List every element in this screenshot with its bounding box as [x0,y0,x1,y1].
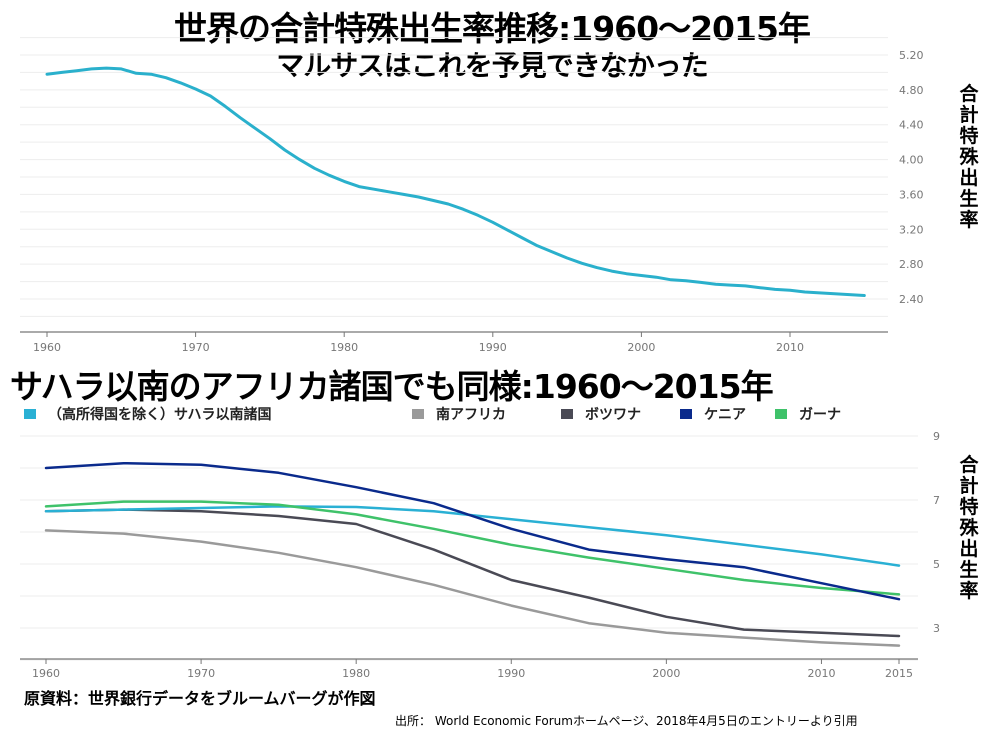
y-axis-title-char: 率 [959,580,979,602]
y-axis-title-char: 合 [959,83,979,105]
legend-swatch-icon [775,409,787,419]
x-tick-label: 2010 [807,667,835,680]
series-line-world [45,66,866,297]
legend-item-ssa: （高所得国を除く）サハラ以南諸国 [24,404,271,424]
chart-title: 世界の合計特殊出生率推移:1960～2015年 [174,9,811,48]
legend-item-ghana: ガーナ [775,404,841,424]
x-tick-label: 1990 [479,341,507,354]
x-tick-label: 1990 [497,667,525,680]
legend-swatch-icon [412,409,424,419]
section-title: サハラ以南のアフリカ諸国でも同様:1960～2015年 [10,367,774,406]
y-axis-title-char: 計 [959,475,979,497]
y-axis-title-char: 殊 [959,517,979,539]
legend-item-botswana: ボツワナ [561,404,641,424]
legend-label: 南アフリカ [436,407,506,423]
y-tick-label: 5.20 [899,49,924,62]
series-line-botswana [44,508,901,638]
y-axis-title-char: 特 [959,125,979,147]
y-axis-title-char: 殊 [959,146,979,168]
legend: （高所得国を除く）サハラ以南諸国 南アフリカ ボツワナ ケニア ガーナ [24,404,904,426]
y-tick-label: 5 [933,558,940,571]
legend-label: ケニア [704,407,746,423]
y-tick-label: 4.80 [899,84,924,97]
y-axis-title-char: 生 [959,559,979,581]
citation: 出所： World Economic Forumホームページ、2018年4月5日… [395,714,858,728]
series-line-kenya [44,461,901,601]
x-tick-label: 2015 [885,667,913,680]
x-tick-label: 1960 [33,341,61,354]
y-tick-label: 4.40 [899,119,924,132]
legend-label: （高所得国を除く）サハラ以南諸国 [48,407,272,423]
y-tick-label: 2.80 [899,258,924,271]
y-tick-label: 3.20 [899,223,924,236]
y-axis-title-char: 出 [959,538,979,560]
y-tick-label: 7 [933,494,940,507]
y-tick-label: 9 [933,430,940,443]
y-axis-title-char: 率 [959,209,979,231]
series-line-south-africa [44,529,901,647]
x-tick-label: 2000 [652,667,680,680]
world-fertility-chart: 1960 1970 1980 1990 2000 2010 5.20 4.80 4.40 4.00… [20,37,924,354]
y-axis-title: 合計特殊出生率 [958,455,980,602]
y-axis-title-char: 特 [959,496,979,518]
legend-label: ボツワナ [585,407,641,423]
legend-swatch-icon [561,409,573,419]
legend-item-kenya: ケニア [680,404,746,424]
y-tick-label: 3.60 [899,188,924,201]
y-axis-title: 合計特殊出生率 [958,84,980,231]
x-tick-label: 1970 [182,341,210,354]
y-tick-label: 3 [933,622,940,635]
legend-swatch-icon [24,409,36,419]
x-tick-label: 2000 [627,341,655,354]
y-axis-title-char: 計 [959,104,979,126]
y-axis-title-char: 生 [959,188,979,210]
y-axis-title-char: 合 [959,454,979,476]
x-tick-label: 1970 [187,667,215,680]
y-tick-label: 4.00 [899,154,924,167]
y-axis-title-char: 出 [959,167,979,189]
legend-item-south-africa: 南アフリカ [412,404,506,424]
legend-label: ガーナ [799,407,841,423]
y-tick-label: 2.40 [899,293,924,306]
legend-swatch-icon [680,409,692,419]
x-tick-label: 1980 [342,667,370,680]
x-tick-label: 1980 [330,341,358,354]
x-tick-label: 1960 [32,667,60,680]
series-line-ghana [44,500,901,596]
x-tick-label: 2010 [776,341,804,354]
primary-source: 原資料：世界銀行データをブルームバーグが作図 [24,689,376,708]
